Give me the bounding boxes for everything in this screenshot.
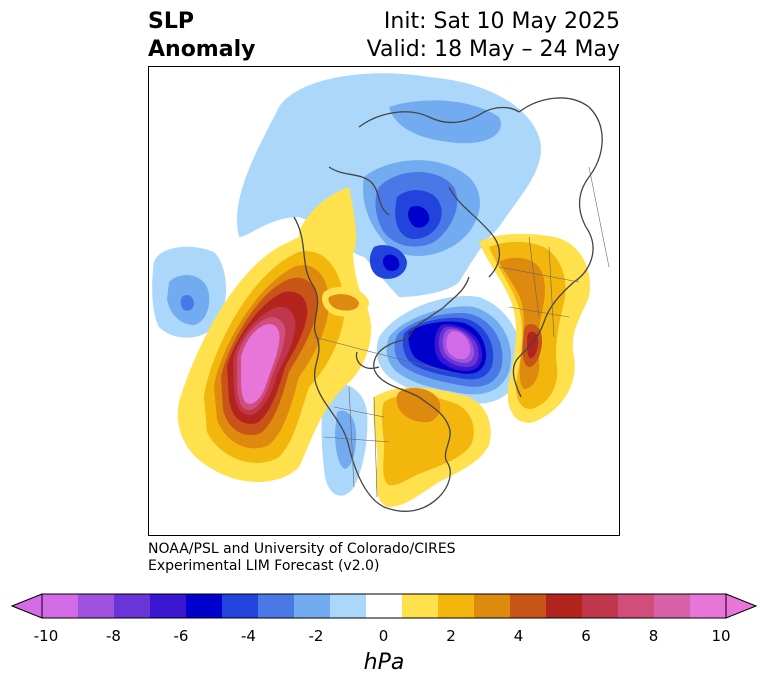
colorbar-units: hPa (363, 650, 405, 675)
credit-line-2: Experimental LIM Forecast (v2.0) (148, 558, 380, 574)
colorbar-segment (222, 594, 259, 618)
colorbar-segment (546, 594, 583, 618)
title-line-1: SLP (148, 9, 194, 34)
colorbar-tick-label: 0 (378, 627, 389, 645)
anomaly-contour-neg-5-arctic (383, 205, 430, 272)
colorbar-frame (41, 593, 727, 619)
map-canvas (152, 73, 610, 512)
colorbar-tick-label: 10 (711, 627, 731, 645)
anomaly-contour-pos-8-pacific (241, 324, 280, 404)
colorbar-tick-label: -10 (33, 627, 59, 645)
colorbar-tick-label: 4 (513, 627, 524, 645)
colorbar-segment (690, 594, 727, 618)
colorbar-tick-label: 8 (648, 627, 659, 645)
colorbar-segment (78, 594, 115, 618)
valid-dates: Valid: 18 May – 24 May (366, 37, 620, 62)
title-line-2: Anomaly (148, 37, 256, 62)
country-borders (313, 166, 610, 498)
colorbar-segment (258, 594, 295, 618)
colorbar-tick-label: -8 (106, 627, 121, 645)
colorbar-segment (114, 594, 151, 618)
init-date: Init: Sat 10 May 2025 (383, 9, 620, 34)
colorbar (10, 593, 758, 619)
colorbar-tick-label: 2 (446, 627, 456, 645)
colorbar-segment (618, 594, 655, 618)
colorbar-tick-label: 6 (581, 627, 591, 645)
anomaly-contour-pos-3-atlantic (396, 387, 441, 423)
colorbar-segment (510, 594, 547, 618)
anomaly-contour-pos-2-atlantic (381, 394, 474, 486)
colorbar-tick-label: -4 (241, 627, 256, 645)
slp-anomaly-map (148, 66, 620, 536)
credit-line-1: NOAA/PSL and University of Colorado/CIRE… (148, 541, 456, 557)
credit-text: NOAA/PSL and University of Colorado/CIRE… (148, 541, 456, 575)
colorbar-segment (186, 594, 223, 618)
colorbar-segment (150, 594, 187, 618)
colorbar-segment (402, 594, 439, 618)
anomaly-contour-neg-3-pacific (180, 295, 194, 311)
coastlines (293, 97, 603, 512)
colorbar-over-arrow (725, 593, 758, 619)
colorbar-segment (330, 594, 367, 618)
colorbar-tick-label: -6 (173, 627, 189, 645)
anomaly-contour-neg-9-atlantic (446, 331, 471, 360)
colorbar-segment (366, 594, 403, 618)
forecast-dates: Init: Sat 10 May 2025 Valid: 18 May – 24… (367, 8, 620, 64)
colorbar-segment (438, 594, 475, 618)
colorbar-segment (294, 594, 331, 618)
colorbar-tick-label: -2 (308, 627, 324, 645)
anomaly-contour-pos-1-canada (299, 187, 369, 317)
anomaly-contour-pos-2-canada (328, 294, 359, 311)
colorbar-segment (654, 594, 691, 618)
colorbar-segment (42, 594, 79, 618)
colorbar-under-arrow (10, 593, 43, 619)
colorbar-segment (582, 594, 619, 618)
map-title: SLP Anomaly (148, 8, 255, 64)
colorbar-segment (474, 594, 511, 618)
